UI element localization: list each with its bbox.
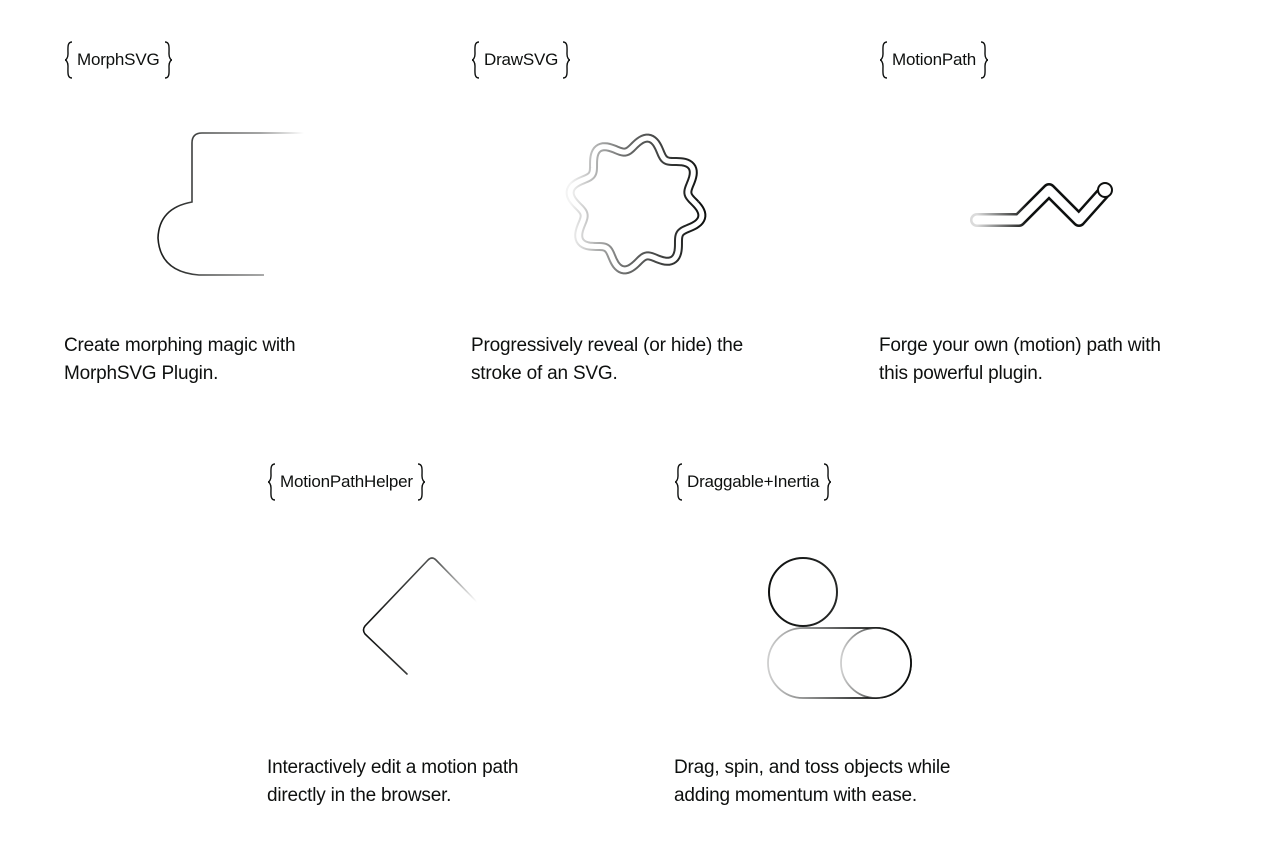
description-line: MorphSVG Plugin. (64, 363, 219, 384)
wavy-circle-icon (565, 133, 707, 275)
plugin-card-motionpath[interactable]: MotionPath Forge your own (motion) path … (879, 40, 1219, 400)
plugin-card-draggable-inertia[interactable]: Draggable+Inertia Drag, spin, and toss o… (674, 462, 1014, 822)
morph-shape-icon (157, 132, 304, 276)
plugin-tag: MotionPath (879, 40, 1219, 80)
plugin-tag-label: MotionPathHelper (280, 472, 413, 491)
description-line: Interactively edit a motion path (267, 757, 519, 778)
plugin-description: Drag, spin, and toss objects while addin… (674, 754, 1014, 810)
plugin-tag-label: Draggable+Inertia (687, 472, 820, 491)
description-line: Forge your own (motion) path with (879, 335, 1161, 356)
plugin-tag: Draggable+Inertia (674, 462, 1014, 502)
plugin-card-drawsvg[interactable]: DrawSVG Progressively reveal (or hide) t… (471, 40, 811, 400)
corner-path-icon (362, 557, 478, 675)
description-line: stroke of an SVG. (471, 363, 618, 384)
plugin-description: Forge your own (motion) path with this p… (879, 332, 1219, 388)
description-line: directly in the browser. (267, 785, 452, 806)
plugin-card-motionpathhelper[interactable]: MotionPathHelper Interactively edit a mo… (267, 462, 607, 822)
motion-path-icon (970, 182, 1113, 227)
left-brace-icon (674, 463, 683, 501)
plugin-tag: MotionPathHelper (267, 462, 607, 502)
right-brace-icon (164, 41, 172, 79)
plugin-description: Create morphing magic with MorphSVG Plug… (64, 332, 404, 388)
wavy-circle-inner (567, 135, 705, 273)
right-brace-icon (824, 463, 832, 501)
description-line: this powerful plugin. (879, 363, 1043, 384)
description-line: Create morphing magic with (64, 335, 296, 356)
plugin-tag: DrawSVG (471, 40, 811, 80)
plugin-tag-label: DrawSVG (484, 50, 559, 69)
left-brace-icon (471, 41, 480, 79)
plugin-tag: MorphSVG (64, 40, 404, 80)
right-brace-icon (417, 463, 426, 501)
wavy-circle-outline (565, 133, 707, 275)
plugin-card-morphsvg[interactable]: MorphSVG Create morphing magic with Morp… (64, 40, 404, 400)
left-brace-icon (267, 463, 276, 501)
plugin-tag-label: MorphSVG (77, 50, 160, 69)
left-brace-icon (64, 41, 73, 79)
right-brace-icon (563, 41, 571, 79)
plugin-description: Interactively edit a motion path directl… (267, 754, 607, 810)
wavy-circle-paths (565, 133, 707, 275)
right-brace-icon (980, 41, 989, 79)
plugin-tag-label: MotionPath (892, 50, 976, 69)
draggable-circles-icon (767, 557, 912, 699)
description-line: Progressively reveal (or hide) the (471, 335, 743, 356)
description-line: Drag, spin, and toss objects while (674, 757, 951, 778)
left-brace-icon (879, 41, 888, 79)
description-line: adding momentum with ease. (674, 785, 917, 806)
plugin-description: Progressively reveal (or hide) the strok… (471, 332, 811, 388)
